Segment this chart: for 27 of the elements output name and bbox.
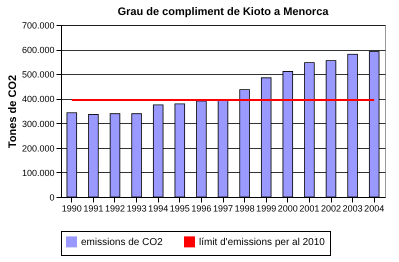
x-tick-label: 2003 (342, 204, 363, 214)
y-axis-title: Tones de CO2 (6, 74, 19, 148)
x-tick-label: 2002 (320, 204, 342, 214)
x-tick-label: 1990 (62, 204, 82, 214)
x-tick-label: 2001 (299, 204, 320, 214)
x-tick-label: 1998 (234, 204, 255, 214)
y-tick-label: 500.000 (22, 70, 54, 80)
x-tick-label: 1997 (212, 204, 234, 214)
x-tick-label: 1993 (126, 204, 147, 214)
y-tick-label: 600.000 (22, 45, 54, 56)
x-tick-label: 1996 (191, 204, 212, 214)
legend-label: límit d'emissions per al 2010 (199, 236, 326, 248)
x-tick-label: 1999 (256, 204, 276, 214)
x-tick-label: 1991 (83, 204, 104, 214)
x-tick-label: 1992 (104, 204, 126, 214)
x-tick-label: 2000 (278, 204, 298, 214)
x-tick-label: 2004 (364, 204, 384, 214)
y-tick-label: 300.000 (22, 118, 54, 129)
y-tick-label: 700.000 (22, 20, 54, 30)
chart-title: Grau de compliment de Kioto a Menorca (118, 6, 330, 18)
x-tick-label: 1995 (170, 204, 190, 214)
y-tick-label: 200.000 (22, 143, 54, 154)
y-tick-label: 100.000 (22, 168, 54, 178)
y-tick-label: 0 (49, 192, 54, 202)
x-tick-label: 1994 (148, 204, 168, 214)
legend-label: emissions de CO2 (81, 236, 164, 248)
y-tick-label: 400.000 (22, 94, 54, 104)
